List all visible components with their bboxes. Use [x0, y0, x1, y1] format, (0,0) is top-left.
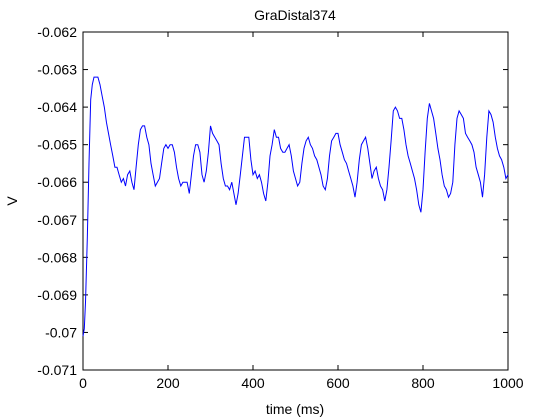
- y-tick-label: -0.067: [37, 212, 77, 228]
- y-tick-label: -0.066: [37, 174, 77, 190]
- y-tick-label: -0.064: [37, 99, 77, 115]
- x-tick-label: 400: [241, 375, 265, 391]
- y-tick-label: -0.068: [37, 249, 77, 265]
- x-tick-label: 200: [156, 375, 180, 391]
- y-axis: -0.071 -0.07 -0.069 -0.068 -0.067 -0.066 -0.06…: [37, 24, 508, 378]
- voltage-trace-line: [82, 76, 509, 337]
- y-tick-label: -0.063: [37, 62, 77, 78]
- x-tick-label: 600: [326, 375, 350, 391]
- x-tick-label: 0: [79, 375, 87, 391]
- y-tick-label: -0.071: [37, 362, 77, 378]
- x-tick-label: 1000: [492, 375, 523, 391]
- plot-area: [82, 31, 509, 371]
- y-tick-label: -0.065: [37, 137, 77, 153]
- x-axis: 0 200 400 600 800 1000: [79, 32, 524, 391]
- x-axis-label: time (ms): [266, 401, 324, 417]
- y-tick-label: -0.069: [37, 287, 77, 303]
- chart-title: GraDistal374: [254, 7, 336, 23]
- y-tick-label: -0.062: [37, 24, 77, 40]
- y-axis-label: V: [4, 196, 20, 206]
- x-tick-label: 800: [411, 375, 435, 391]
- y-tick-label: -0.07: [45, 324, 77, 340]
